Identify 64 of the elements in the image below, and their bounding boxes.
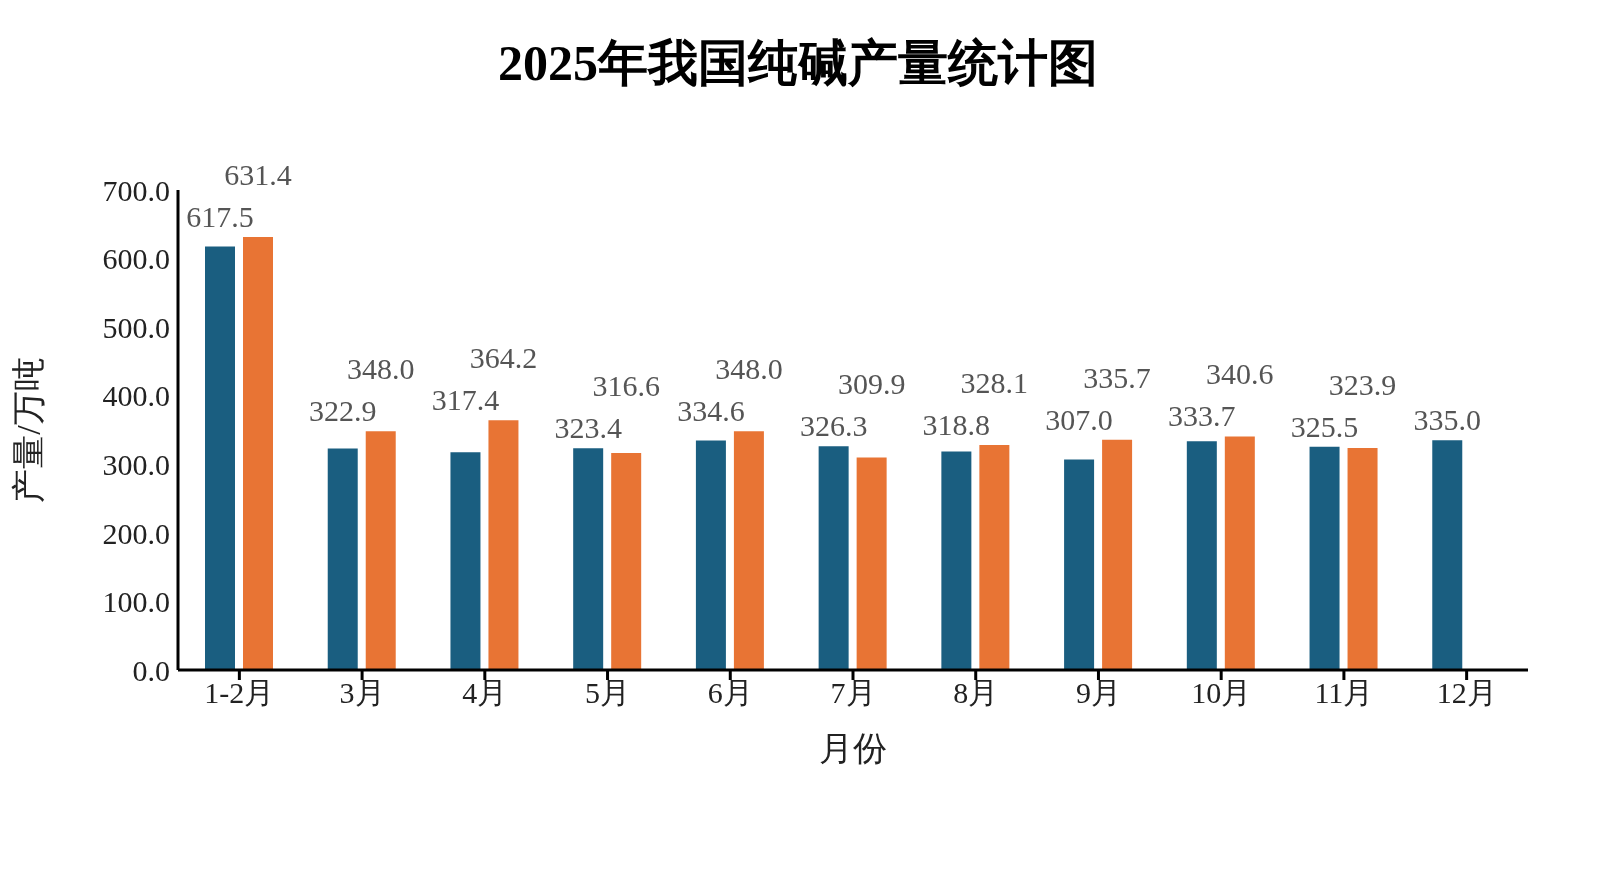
y-tick-label: 300.0	[102, 447, 170, 481]
bar	[611, 452, 642, 670]
bar	[1102, 439, 1133, 670]
data-label: 318.8	[922, 408, 991, 442]
data-label: 309.9	[837, 367, 906, 401]
bar	[1224, 436, 1255, 670]
x-tick-label: 7月	[830, 676, 876, 710]
bar	[856, 457, 887, 670]
bar	[1347, 447, 1378, 670]
x-axis-title: 月份	[819, 730, 887, 767]
data-label: 307.0	[1045, 402, 1113, 436]
data-label: 335.7	[1083, 360, 1151, 394]
data-label: 631.4	[224, 158, 292, 192]
x-tick-label: 10月	[1191, 676, 1252, 710]
bar	[205, 246, 235, 670]
bar	[941, 451, 972, 670]
data-label: 317.4	[431, 383, 500, 417]
data-label: 328.1	[960, 366, 1029, 400]
bar	[1186, 441, 1217, 670]
data-label: 323.4	[554, 411, 622, 445]
bar	[488, 420, 519, 670]
x-tick-label: 6月	[707, 676, 753, 710]
bar	[573, 448, 604, 670]
data-label: 334.6	[677, 394, 745, 428]
y-tick-label: 400.0	[102, 379, 170, 413]
bar	[695, 440, 726, 670]
y-axis-title: 产量/万吨	[10, 357, 48, 503]
bar	[979, 445, 1010, 670]
x-tick-label: 1-2月	[204, 676, 275, 710]
data-label: 335.0	[1413, 403, 1482, 437]
bar	[1309, 446, 1340, 670]
data-label: 348.0	[346, 352, 415, 386]
data-label: 326.3	[799, 409, 868, 443]
data-label: 348.0	[715, 352, 783, 386]
y-tick-label: 700.0	[102, 173, 170, 207]
bar	[327, 448, 358, 670]
bar	[1432, 440, 1463, 670]
data-label: 333.7	[1168, 399, 1236, 433]
bar	[365, 431, 396, 670]
x-tick-label: 5月	[585, 676, 631, 710]
data-label: 323.9	[1328, 367, 1397, 401]
bar	[1064, 459, 1095, 670]
x-tick-label: 8月	[953, 676, 999, 710]
x-tick-label: 9月	[1075, 676, 1121, 710]
y-tick-label: 0.0	[132, 653, 170, 687]
bar	[243, 237, 273, 670]
bar	[450, 452, 481, 670]
data-label: 340.6	[1206, 357, 1274, 391]
data-label: 325.5	[1290, 409, 1359, 443]
data-label: 617.5	[186, 200, 254, 234]
y-tick-label: 100.0	[102, 585, 170, 619]
x-tick-label: 3月	[339, 676, 385, 710]
data-label: 322.9	[308, 394, 377, 428]
x-tick-label: 4月	[462, 676, 508, 710]
bar	[733, 431, 764, 670]
chart-title: 2025年我国纯碱产量统计图	[497, 34, 1099, 93]
x-tick-label: 11月	[1314, 676, 1374, 710]
data-label: 364.2	[469, 341, 538, 375]
x-tick-label: 12月	[1436, 676, 1497, 710]
bar	[818, 446, 849, 670]
y-tick-label: 600.0	[102, 242, 170, 276]
data-label: 316.6	[592, 369, 660, 403]
y-tick-label: 500.0	[102, 310, 170, 344]
y-tick-label: 200.0	[102, 516, 170, 550]
